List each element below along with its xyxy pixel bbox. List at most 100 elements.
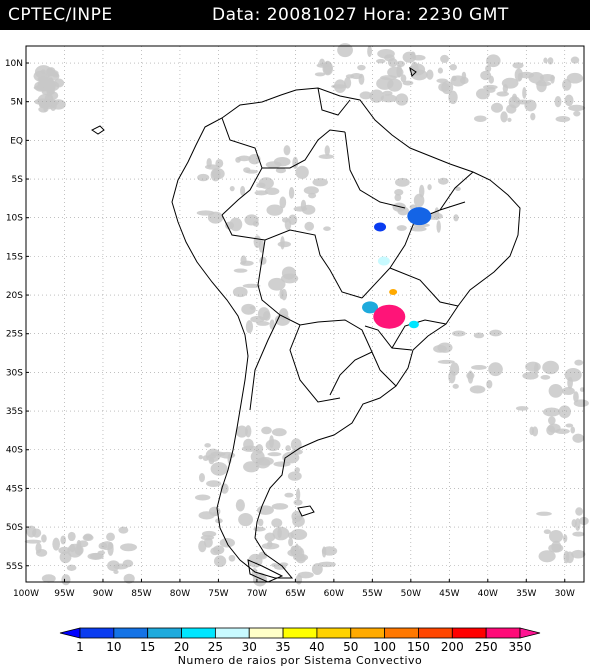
cloud-patch — [211, 462, 228, 476]
cloud-patch — [238, 513, 253, 526]
cloud-patch — [571, 57, 579, 64]
lat-tick-label: 45S — [6, 484, 23, 494]
cloud-patch — [292, 515, 305, 526]
cloud-patch — [267, 541, 273, 548]
cloud-patch — [60, 535, 66, 544]
map-header: CPTEC/INPE Data: 20081027 Hora: 2230 GMT — [0, 0, 590, 30]
cloud-patch — [488, 362, 503, 376]
cloud-patch — [123, 560, 134, 568]
cloud-patch — [450, 64, 457, 70]
cloud-patch — [54, 79, 64, 88]
cloud-patch — [106, 533, 115, 541]
cloud-patch — [312, 178, 328, 186]
cloud-patch — [236, 499, 245, 511]
cloud-patch — [250, 316, 264, 323]
cloud-patch — [214, 555, 226, 567]
cloud-patch — [271, 563, 278, 567]
legend-swatch — [60, 628, 80, 638]
storm-cell — [389, 289, 397, 295]
storm-cell — [373, 305, 405, 329]
cloud-patch — [515, 68, 523, 81]
legend-swatch — [182, 628, 216, 638]
cloud-patch — [90, 553, 103, 559]
cloud-patch — [240, 255, 246, 264]
lon-tick-label: 65W — [285, 589, 305, 599]
legend-value-label: 35 — [275, 640, 290, 654]
cloud-patch — [206, 480, 221, 487]
cloud-patch — [562, 387, 575, 395]
cloud-patch — [258, 519, 264, 526]
cloud-patch — [474, 115, 487, 121]
cloud-patch — [233, 287, 248, 297]
cloud-patch — [41, 69, 46, 73]
cloud-patch — [211, 452, 226, 457]
cloud-patch — [289, 187, 294, 199]
storm-cell — [378, 257, 390, 266]
cloud-patch — [48, 71, 58, 76]
lat-tick-label: 40S — [6, 446, 23, 456]
legend-value-label: 20 — [174, 640, 189, 654]
lat-tick-label: 30S — [6, 368, 23, 378]
cloud-patch — [575, 507, 583, 515]
lon-tick-label: 60W — [324, 589, 344, 599]
cloud-patch — [281, 289, 287, 301]
cloud-patch — [437, 343, 452, 353]
cloud-patch — [453, 384, 459, 389]
legend-value-label: 250 — [475, 640, 498, 654]
legend-swatch — [486, 628, 520, 638]
cloud-patch — [32, 528, 41, 537]
cloud-patch — [312, 563, 323, 575]
cloud-patch — [551, 541, 561, 553]
cloud-patch — [394, 194, 401, 201]
cloud-patch — [440, 55, 449, 63]
cloud-patch — [403, 52, 417, 63]
cloud-patch — [235, 157, 241, 163]
cloud-patch — [471, 365, 487, 370]
cloud-patch — [555, 429, 570, 434]
legend-value-label: 25 — [208, 640, 223, 654]
cloud-patch — [280, 236, 284, 249]
cloud-patch — [266, 161, 282, 168]
datetime-label: Data: 20081027 Hora: 2230 GMT — [212, 5, 509, 25]
lon-tick-label: 45W — [439, 589, 459, 599]
cloud-patch — [393, 202, 406, 211]
legend-value-label: 40 — [309, 640, 324, 654]
cloud-patch — [234, 269, 248, 273]
cloud-patch — [67, 565, 77, 571]
cloud-patch — [357, 65, 365, 71]
cloud-patch — [61, 574, 70, 585]
cloud-patch — [556, 116, 571, 122]
lon-tick-label: 90W — [93, 589, 113, 599]
legend-value-label: 15 — [140, 640, 155, 654]
cloud-patch — [525, 362, 541, 372]
cloud-patch — [245, 425, 251, 437]
cloud-patch — [198, 455, 203, 459]
legend-swatch — [148, 628, 182, 638]
source-label: CPTEC/INPE — [8, 5, 113, 25]
cloud-patch — [42, 574, 56, 582]
cloud-patch — [296, 574, 302, 584]
cloud-patch — [563, 534, 567, 542]
lon-tick-label: 30W — [555, 589, 575, 599]
legend-value-label: 10 — [106, 640, 121, 654]
cloud-patch — [68, 532, 76, 541]
cloud-patch — [470, 385, 486, 393]
legend-swatch — [418, 628, 452, 638]
cloud-patch — [574, 360, 583, 366]
cloud-patch — [288, 538, 293, 547]
cloud-patch — [261, 427, 272, 435]
cloud-patch — [83, 534, 92, 541]
lon-tick-label: 85W — [131, 589, 151, 599]
cloud-patch — [546, 425, 555, 435]
cloud-patch — [539, 550, 556, 562]
cloud-patch — [426, 69, 433, 79]
cloud-patch — [203, 455, 209, 461]
lat-tick-label: 20S — [6, 291, 23, 301]
lon-tick-label: 80W — [170, 589, 190, 599]
cloud-patch — [436, 220, 440, 232]
legend-swatch — [452, 628, 486, 638]
cloud-patch — [559, 405, 571, 418]
legend-value-label: 350 — [509, 640, 532, 654]
cloud-patch — [290, 529, 307, 540]
cloud-patch — [50, 92, 58, 100]
